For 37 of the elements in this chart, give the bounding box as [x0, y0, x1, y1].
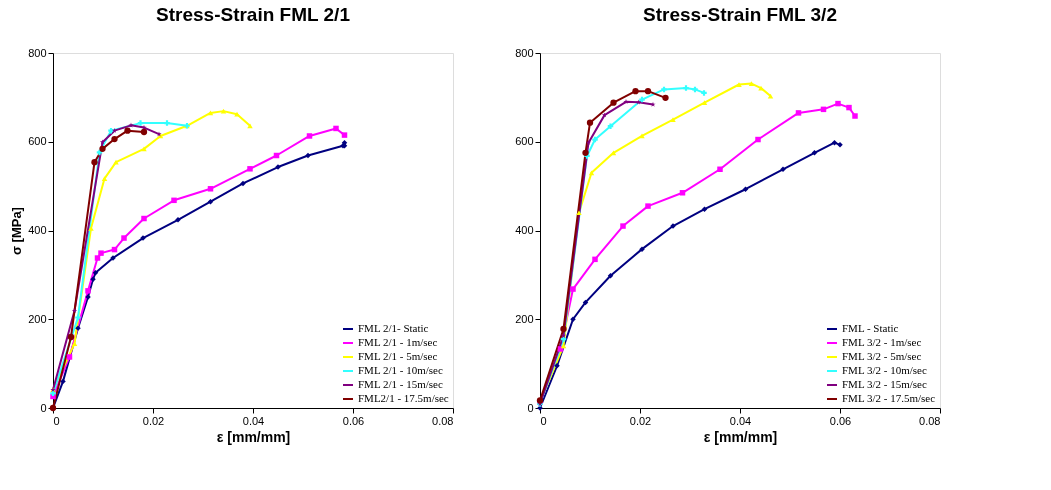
legend-label: FML 2/1 - 5m/sec [358, 350, 438, 362]
x-axis-title: ε [mm/mm] [703, 428, 778, 445]
legend-label: FML 3/2 - 15m/sec [842, 378, 927, 390]
legend-label: FML 2/1 - 10m/sec [358, 364, 443, 376]
x-tick-label: 0.04 [242, 414, 265, 427]
legend-label: FML 3/2 - 17.5m/sec [842, 392, 936, 404]
legend-label: FML 3/2 - 10m/sec [842, 364, 927, 376]
chart-title: Stress-Strain FML 2/1 [156, 4, 351, 25]
legend-label: FML 3/2 - 1m/sec [842, 336, 922, 348]
y-tick-label: 0 [527, 401, 534, 414]
x-tick-label: 0 [53, 414, 60, 427]
y-axis-title: σ [MPa] [9, 207, 25, 255]
legend-label: FML 2/1- Static [358, 322, 429, 334]
legend-label: FML 3/2 - 5m/sec [842, 350, 922, 362]
y-tick-label: 600 [515, 135, 534, 148]
x-axis-title: ε [mm/mm] [216, 428, 291, 445]
x-tick-label: 0.02 [629, 414, 652, 427]
x-tick-label: 0.06 [829, 414, 852, 427]
x-tick-label: 0.06 [342, 414, 365, 427]
legend-label: FML - Static [842, 322, 899, 334]
x-tick-label: 0.04 [729, 414, 752, 427]
y-tick-label: 400 [28, 224, 47, 236]
y-tick-label: 200 [28, 312, 47, 325]
x-tick-label: 0.08 [432, 414, 454, 427]
legend-label: FML2/1 - 17.5m/sec [358, 392, 449, 404]
y-tick-label: 400 [515, 224, 534, 236]
legend-label: FML 2/1 - 15m/sec [358, 378, 443, 390]
y-tick-label: 600 [28, 135, 47, 148]
y-tick-label: 800 [28, 46, 47, 59]
x-tick-label: 0.02 [142, 414, 165, 427]
x-tick-label: 0.08 [919, 414, 941, 427]
legend-label: FML 2/1 - 1m/sec [358, 336, 438, 348]
y-tick-label: 0 [40, 401, 47, 414]
y-tick-label: 200 [515, 312, 534, 325]
x-tick-label: 0 [540, 414, 547, 427]
chart-title: Stress-Strain FML 3/2 [643, 4, 837, 25]
y-tick-label: 800 [515, 46, 534, 59]
